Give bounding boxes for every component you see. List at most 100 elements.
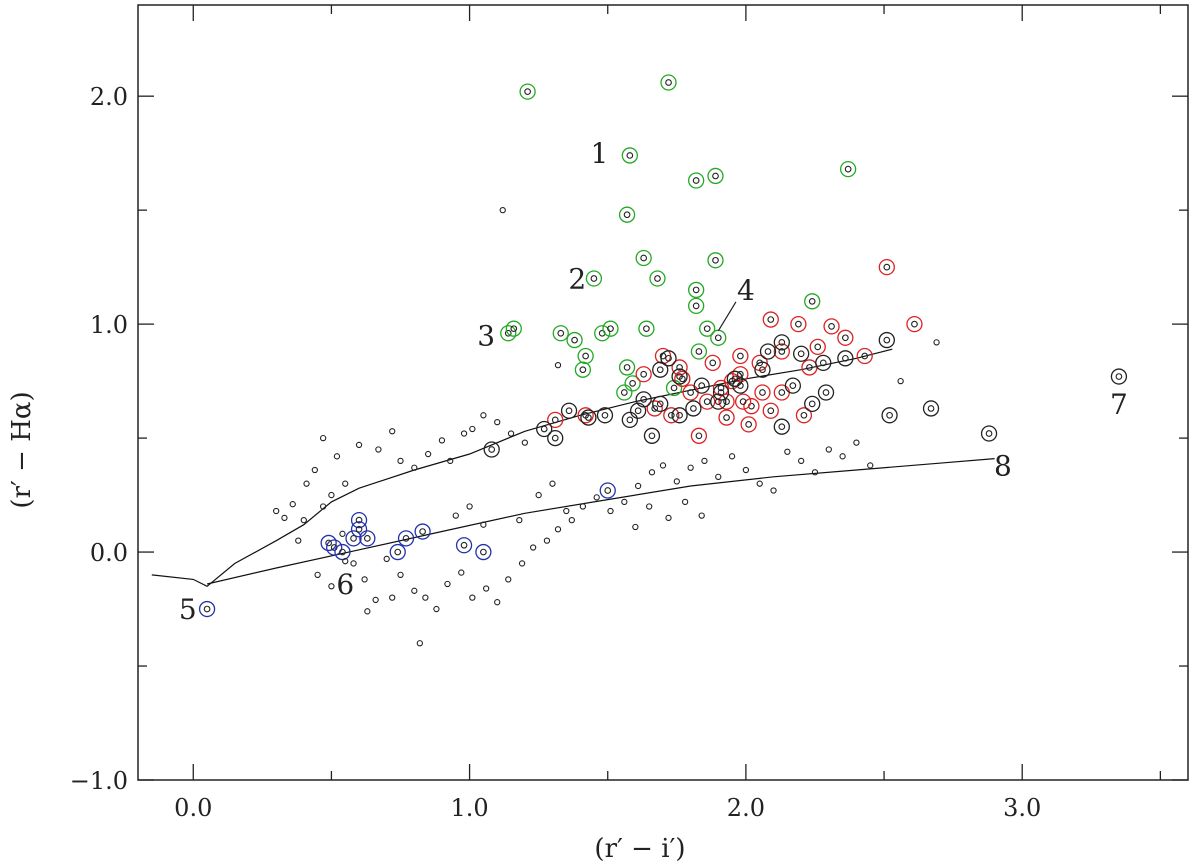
data-point-core: [626, 152, 634, 159]
data-point-black-ring: [671, 407, 688, 424]
data-point: [458, 569, 465, 576]
data-point: [742, 466, 750, 474]
data-point-ring: [616, 384, 633, 401]
y-tick-label: 2.0: [90, 83, 128, 111]
data-point-red: [663, 407, 680, 424]
data-point-core: [692, 302, 700, 310]
data-point-ring: [414, 523, 431, 540]
data-point: [659, 462, 667, 469]
data-point-core: [488, 446, 496, 453]
data-point-core: [339, 548, 346, 556]
data-point-ring: [638, 320, 655, 337]
data-point-blue: [389, 543, 406, 561]
data-point: [579, 503, 587, 510]
data-point-ring: [980, 425, 998, 442]
data-point: [853, 439, 860, 446]
data-point-core: [203, 605, 211, 613]
data-point-core: [800, 411, 808, 419]
data-point-black-ring: [547, 429, 564, 447]
data-point-ring: [594, 325, 611, 342]
data-point-core: [709, 359, 717, 367]
data-point-blue: [414, 523, 431, 540]
data-point: [281, 514, 288, 522]
data-point-ring: [671, 407, 688, 424]
data-point-blue: [455, 537, 473, 554]
data-point: [342, 480, 349, 487]
data-point: [424, 450, 432, 458]
data-point-ring: [837, 329, 854, 346]
data-point-black-ring: [784, 377, 802, 394]
data-point-emission-green: [707, 252, 724, 269]
data-point-blue: [345, 530, 362, 547]
data-point-ring: [699, 393, 716, 410]
data-point: [494, 599, 501, 606]
data-point-core: [565, 407, 573, 415]
data-point: [483, 585, 490, 592]
data-point: [411, 587, 418, 594]
data-point-emission-green: [616, 384, 633, 401]
data-point-ring: [804, 293, 821, 310]
data-point-emission-green: [621, 147, 638, 164]
data-point: [273, 507, 280, 515]
data-point-ring: [688, 281, 705, 299]
data-point-blue: [334, 543, 351, 561]
data-point: [433, 605, 440, 613]
data-point-core: [737, 370, 744, 378]
data-point-ring: [699, 320, 716, 337]
data-point-core: [808, 400, 816, 408]
data-point-black-ring: [580, 409, 597, 426]
data-point-core: [759, 389, 766, 396]
data-point-red: [699, 393, 716, 410]
data-point-blue: [350, 521, 368, 538]
data-point: [529, 544, 537, 551]
data-point-core: [540, 425, 548, 433]
data-point-ring: [345, 530, 362, 547]
data-point-ring: [660, 74, 677, 91]
data-point-blue: [350, 511, 368, 529]
annotation-label-4: 4: [737, 274, 755, 307]
data-point-emission-green: [707, 167, 724, 185]
data-point: [933, 339, 940, 346]
data-point-core: [712, 172, 719, 180]
y-axis-label: (r′ − Hα): [7, 391, 37, 508]
data-point-red: [762, 402, 779, 419]
data-point-ring: [618, 206, 636, 223]
data-point-red: [635, 366, 652, 383]
data-point-red: [773, 343, 790, 360]
data-point: [397, 457, 404, 465]
data-point: [350, 560, 357, 567]
data-point-core: [634, 407, 642, 415]
data-point-emission-green: [505, 320, 522, 337]
data-point-core: [585, 414, 592, 421]
data-point-black-ring: [804, 395, 821, 413]
data-point-core: [778, 339, 786, 346]
data-point-ring: [732, 366, 749, 383]
data-point-ring: [773, 418, 790, 435]
data-point-ring: [690, 343, 708, 360]
data-point-emission-green: [574, 361, 592, 378]
data-point-ring: [350, 511, 368, 529]
data-point-red: [646, 400, 663, 417]
data-point-emission-green: [577, 347, 594, 365]
data-point-ring: [685, 400, 702, 417]
data-point: [535, 491, 542, 499]
data-point-core: [480, 548, 487, 556]
data-point-core: [667, 411, 675, 419]
data-point: [798, 457, 805, 465]
data-point-ring: [552, 325, 569, 342]
data-point-ring: [817, 384, 835, 401]
data-point: [521, 439, 528, 446]
data-point-emission-green: [552, 325, 569, 342]
data-point-core: [844, 165, 852, 173]
data-point-core: [695, 348, 703, 355]
data-point-ring: [710, 329, 727, 346]
data-point-ring: [878, 331, 895, 349]
data-point-black-ring: [660, 350, 677, 367]
data-point: [397, 571, 404, 579]
data-point: [383, 555, 390, 563]
data-point-core: [789, 382, 797, 390]
annotation-pointer: [717, 301, 737, 332]
data-point-black-ring: [922, 400, 940, 417]
data-point-emission-green: [635, 249, 652, 267]
data-point-core: [551, 416, 559, 424]
